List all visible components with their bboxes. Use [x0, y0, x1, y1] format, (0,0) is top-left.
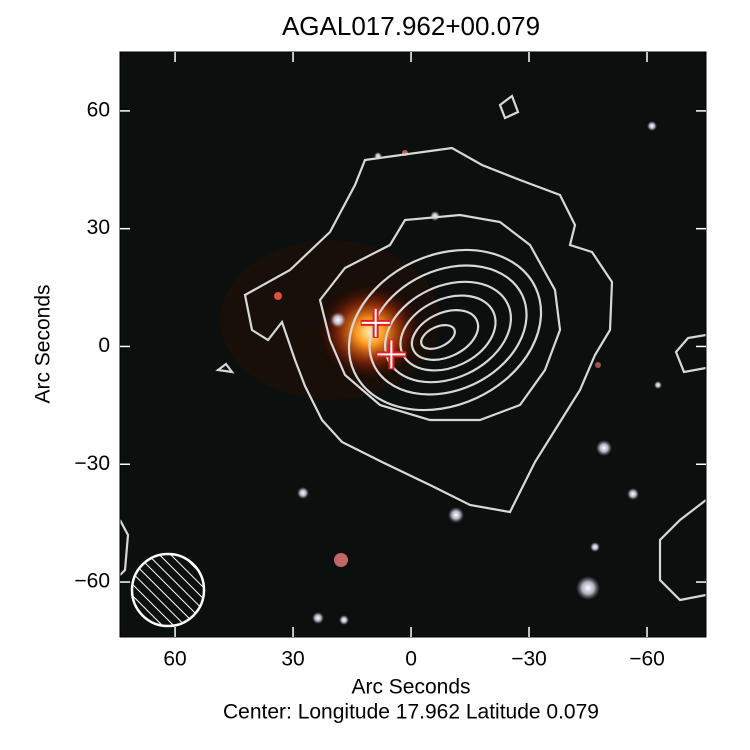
y-tick-label: −60: [74, 570, 110, 593]
x-tick-label: −30: [511, 648, 547, 671]
x-tick-label: 60: [163, 648, 186, 671]
chart-title: AGAL017.962+00.079: [282, 11, 540, 41]
y-tick-label: 30: [87, 216, 110, 239]
source-marker: [376, 339, 407, 370]
contours: [120, 94, 706, 602]
image: [120, 52, 706, 637]
y-tick-label: 0: [98, 334, 110, 357]
x-tick-label: 30: [281, 648, 304, 671]
stars: [274, 121, 662, 625]
source-marker: [360, 307, 391, 338]
bright-emission: [315, 282, 425, 382]
plot-frame: [119, 51, 707, 638]
y-tick-label: 60: [87, 98, 110, 121]
y-axis-label: Arc Seconds: [32, 284, 55, 403]
x-tick-label: −60: [629, 648, 665, 671]
x-tick-label: 0: [405, 648, 417, 671]
x-axis-label: Arc Seconds: [351, 676, 470, 699]
y-tick-label: −30: [74, 452, 110, 475]
footer: Center: Longitude 17.962 Latitude 0.079: [223, 701, 599, 724]
beam: [130, 552, 206, 628]
